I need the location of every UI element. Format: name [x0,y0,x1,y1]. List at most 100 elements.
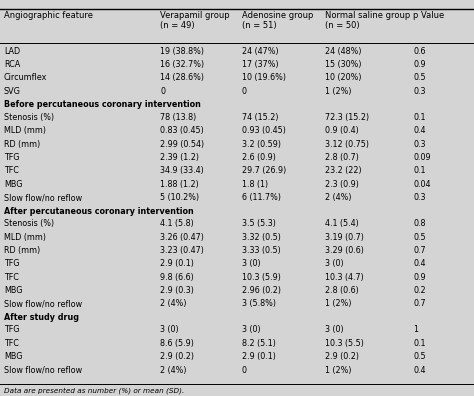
Text: 3.29 (0.6): 3.29 (0.6) [325,246,364,255]
Text: 2.9 (0.1): 2.9 (0.1) [242,352,275,361]
Text: 0.7: 0.7 [413,246,426,255]
Text: 1.88 (1.2): 1.88 (1.2) [160,180,199,189]
Text: 0: 0 [160,87,165,96]
Text: Slow flow/no reflow: Slow flow/no reflow [4,366,82,375]
Text: 0: 0 [242,366,247,375]
Text: 0: 0 [242,87,247,96]
Text: MLD (mm): MLD (mm) [4,232,46,242]
Text: 2.96 (0.2): 2.96 (0.2) [242,286,281,295]
Text: Verapamil group
(n = 49): Verapamil group (n = 49) [160,11,230,30]
Text: MLD (mm): MLD (mm) [4,126,46,135]
Text: 1: 1 [413,326,419,335]
Text: 9.8 (6.6): 9.8 (6.6) [160,273,194,282]
Text: TFC: TFC [4,166,18,175]
Text: Normal saline group
(n = 50): Normal saline group (n = 50) [325,11,410,30]
Text: 0.4: 0.4 [413,126,426,135]
Text: TFC: TFC [4,339,18,348]
Text: 4.1 (5.4): 4.1 (5.4) [325,219,358,228]
Text: 3.5 (5.3): 3.5 (5.3) [242,219,275,228]
Text: 1 (2%): 1 (2%) [325,299,351,308]
Text: 0.1: 0.1 [413,339,426,348]
Text: 34.9 (33.4): 34.9 (33.4) [160,166,204,175]
Text: 0.6: 0.6 [413,47,426,56]
Text: 3.23 (0.47): 3.23 (0.47) [160,246,204,255]
Text: 4.1 (5.8): 4.1 (5.8) [160,219,194,228]
Text: 0.93 (0.45): 0.93 (0.45) [242,126,286,135]
Text: 0.5: 0.5 [413,232,426,242]
Text: 0.4: 0.4 [413,259,426,268]
Text: 23.2 (22): 23.2 (22) [325,166,361,175]
Text: 0.5: 0.5 [413,352,426,361]
Text: 14 (28.6%): 14 (28.6%) [160,74,204,82]
Text: MBG: MBG [4,180,22,189]
Text: 2.99 (0.54): 2.99 (0.54) [160,140,204,148]
Text: 3.33 (0.5): 3.33 (0.5) [242,246,281,255]
Text: 0.9: 0.9 [413,273,426,282]
Text: 3.2 (0.59): 3.2 (0.59) [242,140,281,148]
Text: 3 (0): 3 (0) [325,259,343,268]
Text: p Value: p Value [413,11,445,20]
Text: TFG: TFG [4,259,19,268]
Text: 2.9 (0.2): 2.9 (0.2) [325,352,359,361]
Text: 2.3 (0.9): 2.3 (0.9) [325,180,358,189]
Text: LAD: LAD [4,47,20,56]
Text: 2.8 (0.7): 2.8 (0.7) [325,153,358,162]
Text: Stenosis (%): Stenosis (%) [4,113,54,122]
Text: TFG: TFG [4,153,19,162]
Text: Adenosine group
(n = 51): Adenosine group (n = 51) [242,11,313,30]
Text: 0.8: 0.8 [413,219,426,228]
Text: 3 (0): 3 (0) [242,259,260,268]
Text: After percutaneous coronary intervention: After percutaneous coronary intervention [4,207,193,215]
Text: 16 (32.7%): 16 (32.7%) [160,60,204,69]
Text: 0.1: 0.1 [413,166,426,175]
Text: 72.3 (15.2): 72.3 (15.2) [325,113,369,122]
Text: After study drug: After study drug [4,313,79,322]
Text: 2.9 (0.2): 2.9 (0.2) [160,352,194,361]
Text: RCA: RCA [4,60,20,69]
Text: 2.9 (0.3): 2.9 (0.3) [160,286,194,295]
Text: 29.7 (26.9): 29.7 (26.9) [242,166,286,175]
Text: 8.6 (5.9): 8.6 (5.9) [160,339,194,348]
Text: 5 (10.2%): 5 (10.2%) [160,193,200,202]
Text: Circumflex: Circumflex [4,74,47,82]
Text: 6 (11.7%): 6 (11.7%) [242,193,281,202]
Text: MBG: MBG [4,286,22,295]
Text: 0.2: 0.2 [413,286,426,295]
Text: 78 (13.8): 78 (13.8) [160,113,196,122]
Text: 19 (38.8%): 19 (38.8%) [160,47,204,56]
Text: Data are presented as number (%) or mean (SD).: Data are presented as number (%) or mean… [4,387,184,394]
Text: RD (mm): RD (mm) [4,140,40,148]
Text: SVG: SVG [4,87,21,96]
Text: 10.3 (5.9): 10.3 (5.9) [242,273,281,282]
Text: 15 (30%): 15 (30%) [325,60,361,69]
Text: 17 (37%): 17 (37%) [242,60,278,69]
Text: 10.3 (4.7): 10.3 (4.7) [325,273,364,282]
Text: 24 (48%): 24 (48%) [325,47,361,56]
Text: 3.26 (0.47): 3.26 (0.47) [160,232,204,242]
Text: Slow flow/no reflow: Slow flow/no reflow [4,299,82,308]
Text: 2.9 (0.1): 2.9 (0.1) [160,259,194,268]
Text: 3.32 (0.5): 3.32 (0.5) [242,232,281,242]
Text: 2 (4%): 2 (4%) [160,299,187,308]
Text: 3 (5.8%): 3 (5.8%) [242,299,276,308]
Text: 1.8 (1): 1.8 (1) [242,180,268,189]
Text: 2.6 (0.9): 2.6 (0.9) [242,153,275,162]
Text: 10 (19.6%): 10 (19.6%) [242,74,286,82]
Text: 0.04: 0.04 [413,180,431,189]
Text: 1 (2%): 1 (2%) [325,87,351,96]
Text: 0.7: 0.7 [413,299,426,308]
Text: 2.8 (0.6): 2.8 (0.6) [325,286,358,295]
Text: 10.3 (5.5): 10.3 (5.5) [325,339,364,348]
Text: Stenosis (%): Stenosis (%) [4,219,54,228]
Text: 0.4: 0.4 [413,366,426,375]
Text: 0.9 (0.4): 0.9 (0.4) [325,126,358,135]
Text: 1 (2%): 1 (2%) [325,366,351,375]
Text: Slow flow/no reflow: Slow flow/no reflow [4,193,82,202]
Text: 74 (15.2): 74 (15.2) [242,113,278,122]
Text: 0.5: 0.5 [413,74,426,82]
Text: 2 (4%): 2 (4%) [325,193,351,202]
Text: Angiographic feature: Angiographic feature [4,11,93,20]
Text: 3.12 (0.75): 3.12 (0.75) [325,140,369,148]
Text: MBG: MBG [4,352,22,361]
Text: 8.2 (5.1): 8.2 (5.1) [242,339,275,348]
